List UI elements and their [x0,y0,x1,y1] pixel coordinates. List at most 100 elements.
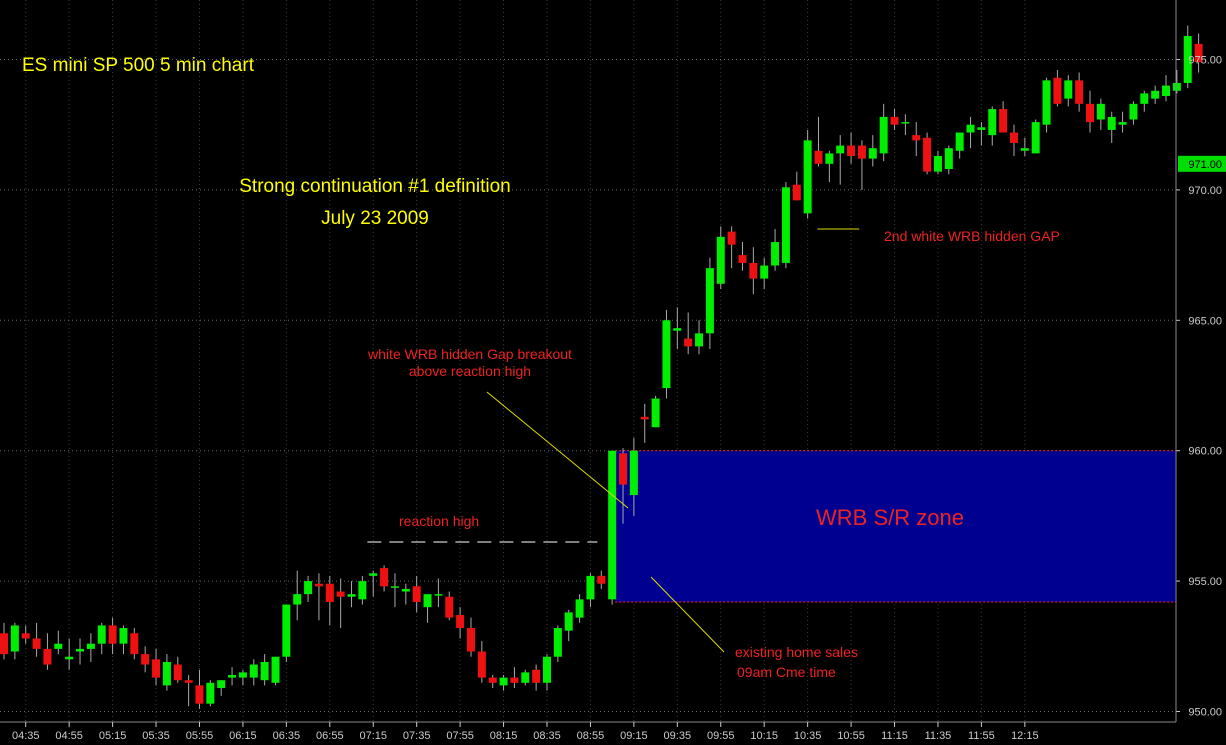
candle-body [673,328,682,331]
candle-up [1129,101,1138,125]
candle-body [803,140,812,214]
candle-body [901,122,910,124]
candle-body [1096,103,1105,120]
candle-down [738,242,747,271]
candle-body [1129,103,1138,120]
home-sales-annotation-line1: existing home sales [735,644,858,660]
candle-body [228,674,237,678]
candle-body [477,651,486,678]
candle-up [564,609,573,642]
candle-up [1118,111,1127,133]
candle-up [238,669,247,686]
breakout-annotation-line1: white WRB hidden Gap breakout [367,346,572,362]
candle-body [293,594,302,605]
candle-body [1140,93,1149,104]
candle-down [108,617,117,655]
candle-up [423,594,432,623]
y-tick-label: 955.00 [1188,576,1222,588]
candle-down [792,171,801,201]
candle-up [1183,25,1192,89]
candle-body [217,680,226,689]
candle-body [510,677,519,683]
candle-body [314,583,323,587]
candle-body [488,677,497,683]
candle-body [814,150,823,164]
candle-up [228,667,237,686]
candle-up [716,226,725,290]
candle-body [358,581,367,600]
candle-body [0,633,8,655]
x-tick-label: 04:35 [12,730,40,742]
candle-down [0,622,8,660]
candle-down [857,140,866,190]
y-tick-label: 975.00 [1188,55,1222,67]
candle-down [814,116,823,167]
candle-body [879,116,888,154]
candle-up [868,135,877,167]
candle-body [781,187,790,263]
candle-body [206,682,215,704]
candle-body [1151,90,1160,99]
candle-body [564,612,573,631]
candle-up [705,257,714,349]
candle-body [1075,80,1084,104]
candle-body [651,398,660,428]
candle-body [1183,36,1192,83]
candle-up [162,654,171,691]
candle-body [65,656,74,660]
candle-up [358,575,367,605]
x-tick-label: 05:15 [99,730,127,742]
candle-body [586,575,595,600]
candle-body [184,680,193,683]
candle-up [543,654,551,691]
candle-body [260,661,269,681]
candle-down [314,573,323,621]
x-tick-label: 06:15 [229,730,257,742]
candle-body [423,594,432,608]
candle-down [336,578,345,629]
candle-body [249,664,258,678]
candle-up [836,135,845,185]
candle-up [673,307,682,349]
candle-body [966,124,975,133]
candle-up [1172,69,1181,94]
candle-body [1172,82,1181,91]
candle-body [173,664,182,681]
candle-up [249,659,258,686]
candle-down [1009,124,1018,156]
candle-down [130,628,139,660]
candle-up [1107,111,1116,143]
candle-down [619,448,628,524]
candle-body [1009,132,1018,143]
candle-up [760,257,769,290]
candle-body [195,685,204,704]
candle-body [434,594,443,596]
candle-down [890,109,899,130]
breakout-annotation-line2: above reaction high [409,363,531,379]
candle-body [1053,77,1062,104]
overlays [367,228,860,543]
candle-up [629,437,638,516]
candle-body [271,656,280,683]
candle-down [380,565,389,592]
x-tick-label: 07:15 [359,730,387,742]
sr-zone-layer [615,450,1176,603]
candle-up [304,575,313,602]
candle-body [771,242,780,266]
candle-body [10,625,19,652]
candle-down [532,664,541,691]
y-tick-label: 960.00 [1188,446,1222,458]
candle-down [684,312,693,355]
candle-up [260,654,269,686]
candle-body [401,588,410,592]
candle-down [749,247,758,295]
candle-down [640,403,649,443]
candle-body [1194,43,1203,63]
candle-body [955,132,964,151]
candle-body [1042,80,1051,125]
candle-body [999,109,1008,133]
candle-up [803,129,812,219]
